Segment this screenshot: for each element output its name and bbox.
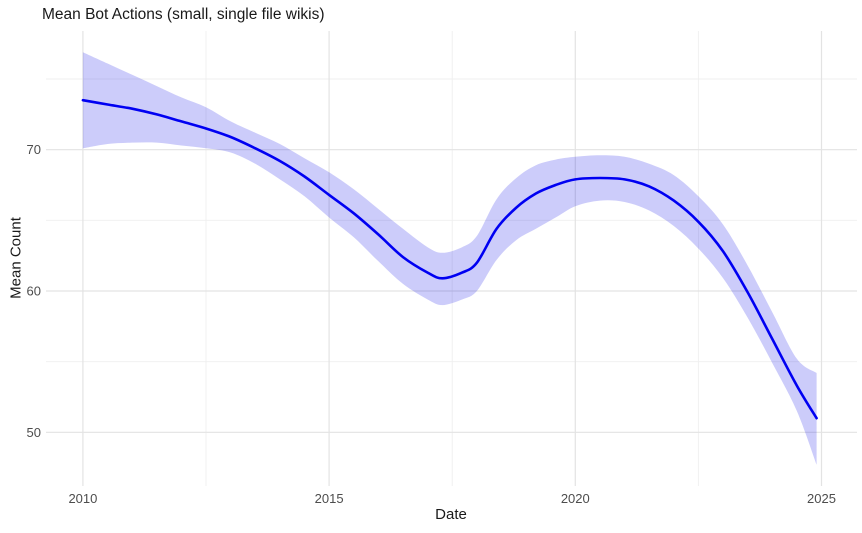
y-tick-label: 50 xyxy=(27,425,41,440)
x-tick-label: 2010 xyxy=(68,491,97,506)
y-tick-label: 60 xyxy=(27,284,41,299)
y-axis-title: Mean Count xyxy=(7,217,25,299)
x-axis-title: Date xyxy=(435,506,467,523)
x-tick-label: 2015 xyxy=(315,491,344,506)
chart-title: Mean Bot Actions (small, single file wik… xyxy=(42,6,325,23)
y-tick-label: 70 xyxy=(27,142,41,157)
x-tick-label: 2020 xyxy=(561,491,590,506)
trend-line xyxy=(81,98,818,420)
confidence-band xyxy=(82,52,817,465)
x-tick-label: 2025 xyxy=(807,491,836,506)
